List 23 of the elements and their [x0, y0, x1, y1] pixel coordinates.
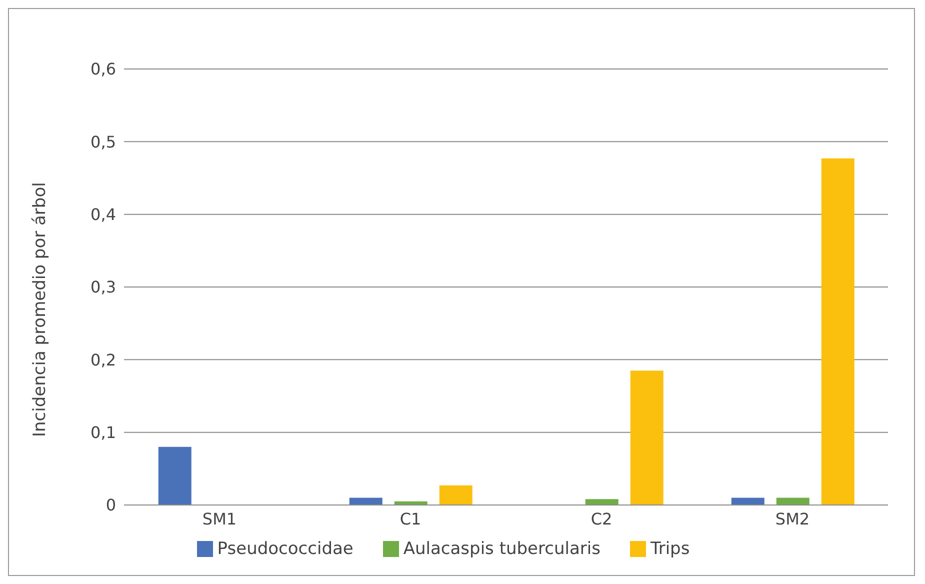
- y-tick-label: 0,3: [90, 278, 116, 297]
- bar: [731, 498, 764, 505]
- y-tick-label: 0,4: [90, 205, 116, 224]
- bar: [158, 446, 192, 505]
- bar: [821, 158, 854, 505]
- y-axis-title: Incidencia promedio por árbol: [30, 182, 50, 437]
- legend-label: Pseudococcidae: [217, 539, 354, 559]
- bar: [439, 485, 472, 505]
- y-tick-label: 0: [106, 496, 116, 515]
- y-tick-label: 0,1: [90, 423, 116, 442]
- bar: [630, 370, 664, 505]
- bar: [585, 499, 618, 505]
- x-tick-label: SM1: [202, 509, 237, 528]
- y-tick-label: 0,2: [90, 350, 116, 370]
- bar: [776, 498, 810, 505]
- x-tick-label: C2: [590, 509, 612, 528]
- bar: [349, 498, 382, 505]
- legend-label: Aulacaspis tubercularis: [403, 539, 600, 559]
- legend-label: Trips: [650, 539, 690, 559]
- y-tick-label: 0,6: [90, 60, 116, 79]
- y-tick-label: 0,5: [90, 132, 116, 152]
- x-tick-label: C1: [400, 509, 422, 528]
- x-tick-label: SM2: [775, 509, 810, 528]
